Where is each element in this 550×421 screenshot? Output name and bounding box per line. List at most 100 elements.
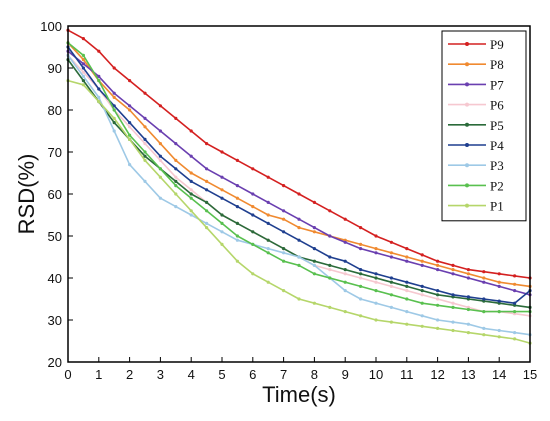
data-point [420, 259, 424, 263]
data-point [420, 289, 424, 293]
legend-marker [465, 183, 469, 188]
data-point [312, 230, 316, 234]
data-point [297, 238, 301, 242]
data-point [374, 234, 378, 238]
data-point [389, 293, 393, 297]
data-point [143, 142, 147, 146]
data-point [389, 251, 393, 255]
data-point [497, 335, 501, 339]
data-point [251, 192, 255, 196]
data-point [220, 213, 224, 217]
x-tick-label: 10 [369, 367, 383, 382]
data-point [405, 310, 409, 314]
data-point [482, 326, 486, 330]
legend-item-p8: P8 [448, 57, 504, 72]
data-point [174, 167, 178, 171]
data-point [420, 314, 424, 318]
data-point [128, 104, 132, 108]
data-point [235, 205, 239, 209]
data-point [497, 299, 501, 303]
data-point [112, 116, 116, 120]
y-tick-label: 70 [48, 145, 62, 160]
data-point [282, 247, 286, 251]
y-tick-label: 40 [48, 271, 62, 286]
data-point [282, 251, 286, 255]
data-point [112, 129, 116, 133]
x-tick-label: 5 [218, 367, 225, 382]
data-point [466, 295, 470, 299]
data-point [205, 188, 209, 192]
data-point [97, 49, 101, 53]
x-tick-label: 15 [523, 367, 537, 382]
data-point [158, 142, 162, 146]
data-point [513, 274, 517, 278]
data-point [266, 213, 270, 217]
data-point [266, 175, 270, 179]
data-point [405, 255, 409, 259]
legend-marker [465, 143, 469, 147]
data-point [128, 163, 132, 167]
data-point [374, 280, 378, 284]
data-point [143, 125, 147, 129]
data-point [143, 150, 147, 154]
data-point [220, 242, 224, 246]
data-point [389, 280, 393, 284]
data-point [97, 74, 101, 78]
data-point [359, 242, 363, 246]
data-point [466, 276, 470, 280]
data-point [266, 251, 270, 255]
data-point [389, 305, 393, 309]
data-point [328, 276, 332, 280]
legend-marker [465, 42, 469, 46]
data-point [174, 142, 178, 146]
data-point [282, 217, 286, 221]
data-point [158, 196, 162, 200]
data-point [220, 196, 224, 200]
legend-label: P1 [490, 199, 504, 214]
data-point [205, 179, 209, 183]
data-point [251, 205, 255, 209]
data-point [359, 226, 363, 230]
data-point [343, 268, 347, 272]
data-point [81, 83, 85, 87]
data-point [128, 108, 132, 112]
data-point [174, 116, 178, 120]
legend-item-p7: P7 [448, 77, 504, 92]
data-point [482, 297, 486, 301]
data-point [266, 238, 270, 242]
data-point [466, 322, 470, 326]
x-tick-label: 8 [311, 367, 318, 382]
series-p4 [66, 45, 532, 305]
data-point [405, 284, 409, 288]
data-point [420, 301, 424, 305]
legend-label: P7 [490, 77, 504, 92]
data-point [343, 272, 347, 276]
data-point [451, 328, 455, 333]
data-point [205, 200, 209, 204]
series-p9 [66, 28, 532, 280]
legend-label: P4 [490, 138, 504, 153]
y-axis-label: RSD(%) [14, 154, 39, 235]
data-point [420, 324, 424, 328]
x-tick-label: 2 [126, 367, 133, 382]
legend: P9 P8 P7 P6 P5 P4 P3 P2 P1 [441, 30, 527, 222]
data-point [405, 297, 409, 301]
legend-label: P2 [490, 178, 504, 193]
data-point [97, 87, 101, 91]
data-point [359, 268, 363, 272]
legend-item-p9: P9 [448, 37, 504, 52]
x-tick-label: 0 [64, 367, 71, 382]
data-point [343, 280, 347, 284]
data-point [143, 158, 147, 162]
data-point [359, 314, 363, 318]
data-point [128, 121, 132, 125]
legend-marker [465, 62, 469, 67]
x-tick-label: 4 [188, 367, 195, 382]
data-point [482, 270, 486, 274]
data-point [174, 184, 178, 188]
data-point [374, 301, 378, 305]
data-point [235, 221, 239, 225]
legend-label: P3 [490, 158, 504, 173]
data-point [343, 217, 347, 221]
